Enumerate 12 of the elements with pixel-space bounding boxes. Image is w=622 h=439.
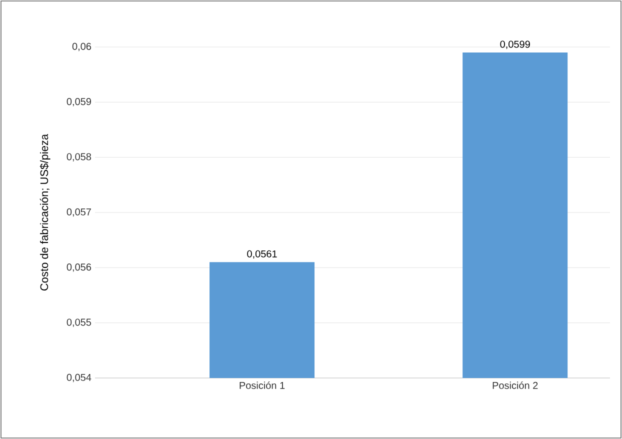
y-tick-label: 0,057: [66, 208, 91, 217]
data-label: 0,0561: [247, 250, 277, 259]
data-label: 0,0599: [500, 40, 530, 49]
y-tick-label: 0,056: [66, 264, 92, 272]
y-tick-label: 0,054: [66, 374, 92, 382]
x-tick-label: Posición 2: [492, 382, 538, 389]
y-tick-label: 0,058: [66, 153, 92, 162]
y-tick-label: 0,06: [72, 42, 92, 52]
x-tick-label: Posición 1: [240, 382, 285, 389]
y-tick-label: 0,059: [66, 98, 92, 106]
y-tick-label: 0,055: [66, 318, 92, 327]
y-axis-title: Costo de fabricación; US$/pieza: [40, 134, 50, 290]
